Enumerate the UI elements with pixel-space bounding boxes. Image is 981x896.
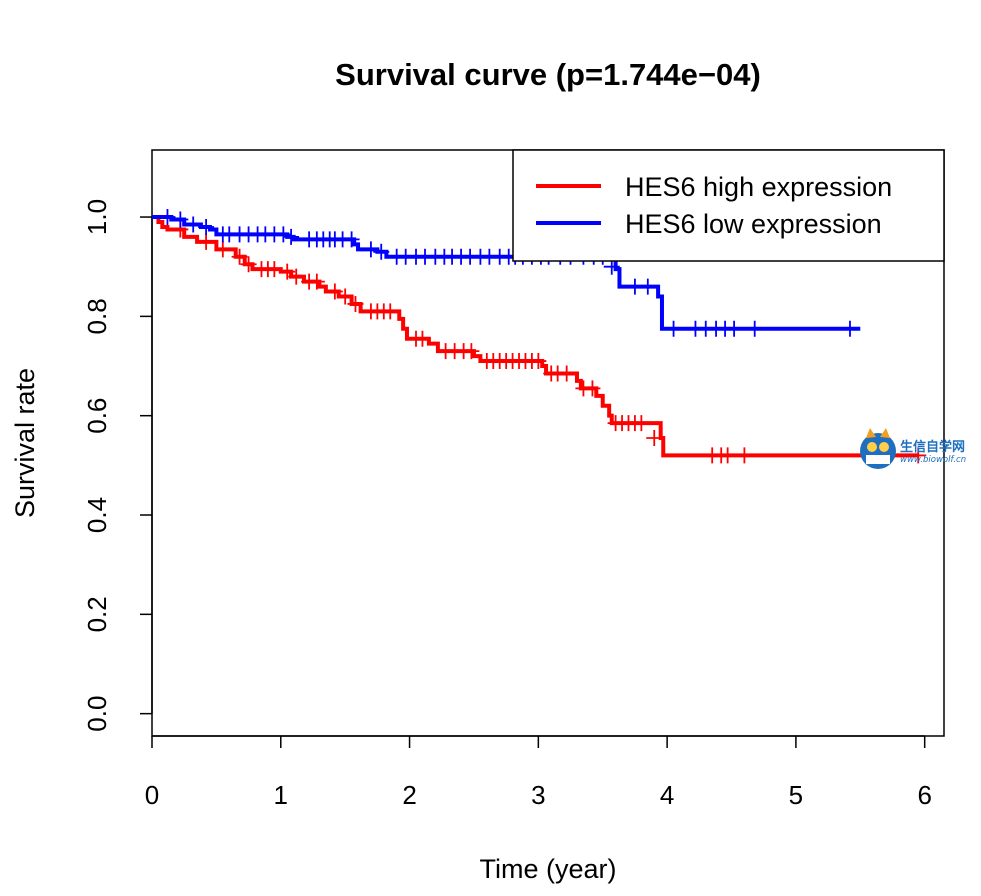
censor-mark-high (558, 365, 575, 382)
owl-eye-right-icon (879, 442, 889, 452)
censor-mark-high (240, 256, 257, 273)
legend-label-low: HES6 low expression (625, 209, 882, 239)
x-tick-label: 4 (660, 780, 674, 810)
censor-mark-high (337, 288, 354, 305)
censor-mark-high (584, 380, 601, 397)
x-tick-label: 3 (531, 780, 545, 810)
censor-mark-low (373, 243, 390, 260)
y-tick-label: 0.8 (82, 298, 112, 334)
x-tick-label: 6 (917, 780, 931, 810)
x-axis: 0 1 2 3 4 5 6 (145, 735, 932, 810)
y-tick-label: 0.4 (82, 497, 112, 533)
y-tick-label: 0.0 (82, 696, 112, 732)
censor-mark-low (198, 218, 215, 235)
censor-mark-high (214, 241, 231, 258)
y-tick-label: 0.2 (82, 596, 112, 632)
censor-mark-high (231, 248, 248, 265)
legend: HES6 high expression HES6 low expression (512, 149, 945, 262)
censor-mark-low (172, 211, 189, 228)
censor-mark-high (646, 430, 663, 447)
censor-mark-low (275, 226, 292, 243)
censor-mark-low (283, 228, 300, 245)
censor-mark-low (343, 231, 360, 248)
censor-mark-high (266, 261, 283, 278)
y-tick-label: 0.6 (82, 398, 112, 434)
owl-ears-icon (866, 428, 890, 438)
censor-mark-high (198, 233, 215, 250)
x-tick-label: 5 (789, 780, 803, 810)
censor-mark-low (185, 216, 202, 233)
censor-mark-high (414, 330, 431, 347)
series-high (152, 215, 927, 464)
x-axis-label: Time (year) (479, 854, 616, 884)
censor-mark-high (463, 343, 480, 360)
censor-mark-high (347, 295, 364, 312)
chart-title: Survival curve (p=1.744e−04) (335, 57, 761, 92)
legend-label-high: HES6 high expression (625, 172, 892, 202)
censor-mark-high (279, 263, 296, 280)
watermark-logo: 生信自学网 www.biowolf.cn (860, 428, 966, 469)
censor-mark-low (665, 320, 682, 337)
censor-mark-high (719, 447, 736, 464)
censor-mark-high (326, 283, 343, 300)
legend-box (512, 149, 945, 262)
censor-mark-high (530, 353, 547, 370)
censor-mark-low (841, 320, 858, 337)
censor-mark-low (726, 320, 743, 337)
x-tick-label: 2 (402, 780, 416, 810)
censor-mark-high (633, 415, 650, 432)
watermark-url: www.biowolf.cn (900, 455, 966, 465)
censor-mark-low (362, 241, 379, 258)
censor-mark-low (159, 209, 176, 226)
censor-mark-high (382, 303, 399, 320)
censor-mark-high (308, 273, 325, 290)
series-layer (152, 209, 927, 464)
censor-mark-high (910, 447, 927, 464)
book-icon (866, 455, 890, 464)
censor-mark-high (736, 447, 753, 464)
y-tick-label: 1.0 (82, 199, 112, 235)
y-axis-label: Survival rate (10, 368, 40, 518)
x-tick-label: 0 (145, 780, 159, 810)
watermark-title: 生信自学网 (900, 439, 965, 455)
censor-mark-high (288, 268, 305, 285)
owl-eye-left-icon (867, 442, 877, 452)
x-tick-label: 1 (274, 780, 288, 810)
censor-mark-low (639, 278, 656, 295)
y-axis: 0.0 0.2 0.4 0.6 0.8 1.0 (82, 199, 153, 732)
censor-mark-low (746, 320, 763, 337)
